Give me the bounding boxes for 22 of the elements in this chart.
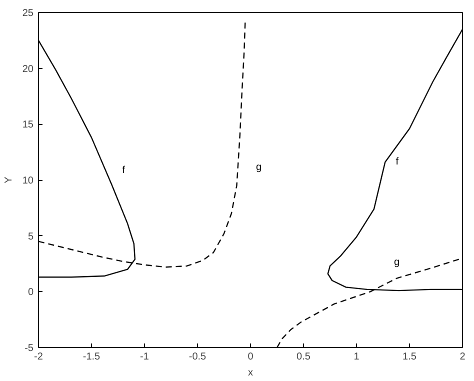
series-label: f: [396, 156, 399, 168]
y-tick-label: -5: [24, 343, 34, 354]
y-tick-label: 20: [22, 64, 34, 75]
series-label: g: [256, 162, 262, 174]
x-tick-label: -2: [34, 352, 44, 362]
x-axis-title: x: [248, 368, 253, 378]
series-label: f: [122, 164, 126, 176]
x-tick-label: 0.5: [296, 352, 311, 362]
x-tick-label: 1.5: [402, 352, 417, 362]
x-tick-label: -1: [140, 352, 150, 362]
series-label: g: [394, 256, 400, 268]
x-tick-label: 1: [354, 352, 360, 362]
y-tick-label: 10: [22, 176, 34, 186]
y-tick-label: 0: [28, 287, 34, 298]
y-tick-label: 15: [22, 120, 34, 131]
x-tick-label: -0.5: [188, 352, 207, 362]
y-tick-label: 5: [28, 231, 34, 242]
x-tick-label: 0: [248, 352, 254, 362]
y-tick-label: 25: [22, 8, 34, 19]
y-axis-title: Y: [3, 176, 14, 184]
x-tick-label: -1.5: [82, 352, 101, 362]
x-tick-label: 2: [460, 352, 466, 362]
